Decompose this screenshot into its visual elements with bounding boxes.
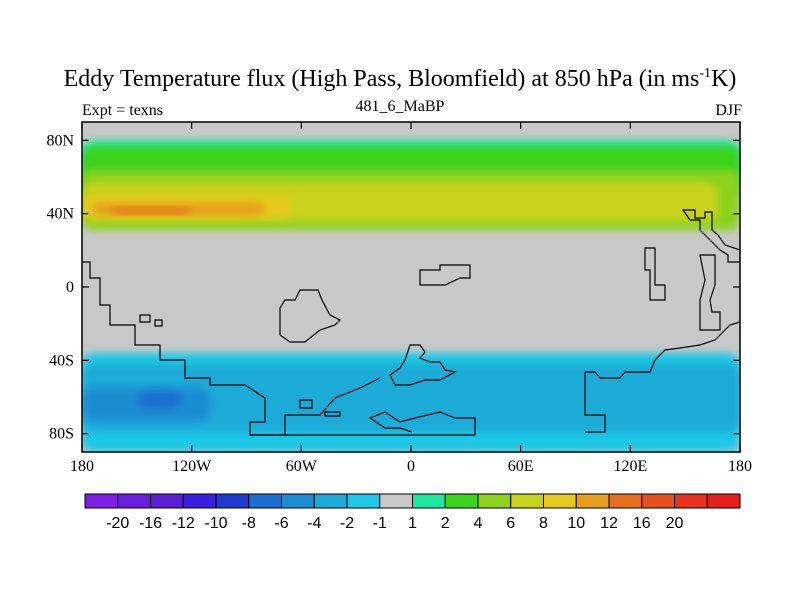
colorbar-label: -16 <box>139 515 162 532</box>
coastline-pacific-islands <box>644 247 721 331</box>
colorbar-cell <box>543 493 577 509</box>
colorbar-cell <box>444 493 479 509</box>
coastline-south-america <box>82 261 381 436</box>
field-band-6 <box>111 208 192 214</box>
coastline-madagascar <box>389 344 457 386</box>
x-tick-label: 60E <box>508 458 534 475</box>
colorbar-label: 12 <box>600 515 618 532</box>
x-tick-label: 120E <box>613 458 647 475</box>
coastlines <box>82 209 740 436</box>
colorbar-label: 4 <box>474 515 483 532</box>
colorbar-label: 1 <box>408 515 417 532</box>
colorbar-cell <box>150 493 184 509</box>
colorbar-label: 2 <box>441 515 450 532</box>
coastline-japan <box>681 209 740 263</box>
colorbar-cell <box>674 493 708 509</box>
y-tick-label: 40S <box>49 352 74 369</box>
colorbar-cell <box>608 493 643 509</box>
colorbar-label: 6 <box>506 515 515 532</box>
colorbar-label: -2 <box>340 515 354 532</box>
colorbar-cell <box>575 493 610 509</box>
x-tick-label: 0 <box>407 458 415 475</box>
colorbar-cell <box>84 493 119 509</box>
coastline-africa <box>279 289 342 343</box>
colorbar-label: 10 <box>567 515 585 532</box>
experiment-label: Expt = texns <box>82 102 164 119</box>
colorbar-label: 16 <box>633 515 651 532</box>
axis-ticks: 180 120W 60W 0 60E 120E 180 80N 40N 0 40S 80S <box>46 122 752 475</box>
colorbar-label: -8 <box>242 515 256 532</box>
colorbar-label: -6 <box>274 515 288 532</box>
colorbar: -20 -16 -12 -10 -8 -6 -4 -2 -1 1 2 4 6 8 10 12 16 20 <box>84 493 741 532</box>
colorbar-cell <box>706 493 741 509</box>
x-tick-label: 180 <box>728 458 752 475</box>
flux-field-layers <box>82 140 740 452</box>
x-tick-label: 120W <box>172 458 212 475</box>
y-tick-label: 0 <box>66 279 74 296</box>
coastline-islands <box>139 314 341 417</box>
colorbar-cell <box>510 493 544 509</box>
x-tick-label: 60W <box>286 458 318 475</box>
field-band-8 <box>82 364 740 432</box>
colorbar-label: 8 <box>539 515 548 532</box>
coastline-tasmania <box>584 372 606 433</box>
colorbar-label: -4 <box>307 515 321 532</box>
colorbar-cell <box>641 493 675 509</box>
season-label: DJF <box>715 102 742 119</box>
colorbar-label: -20 <box>106 515 129 532</box>
y-tick-label: 80N <box>46 132 74 149</box>
colorbar-label: -12 <box>172 515 195 532</box>
colorbar-cell <box>477 493 512 509</box>
y-tick-label: 80S <box>49 426 74 443</box>
colorbar-cell <box>117 493 151 509</box>
coastline-antarctica <box>250 411 476 436</box>
colorbar-cell <box>313 493 348 509</box>
chart-title: Eddy Temperature flux (High Pass, Bloomf… <box>63 66 737 92</box>
coastline-arabia <box>419 264 471 286</box>
colorbar-cell <box>182 493 217 509</box>
colorbar-cell <box>346 493 381 509</box>
colorbar-label: -1 <box>373 515 387 532</box>
field-band-10 <box>136 391 183 408</box>
colorbar-cell <box>248 493 282 509</box>
colorbar-cell <box>215 493 250 509</box>
colorbar-cell <box>281 493 315 509</box>
colorbar-label: -10 <box>204 515 227 532</box>
colorbar-label: 20 <box>666 515 684 532</box>
colorbar-cell <box>412 493 446 509</box>
coastline-australia <box>585 321 740 379</box>
x-tick-label: 180 <box>70 458 94 475</box>
chart-subtitle: 481_6_MaBP <box>355 98 445 115</box>
y-tick-label: 40N <box>46 206 74 223</box>
colorbar-cell <box>379 493 413 509</box>
